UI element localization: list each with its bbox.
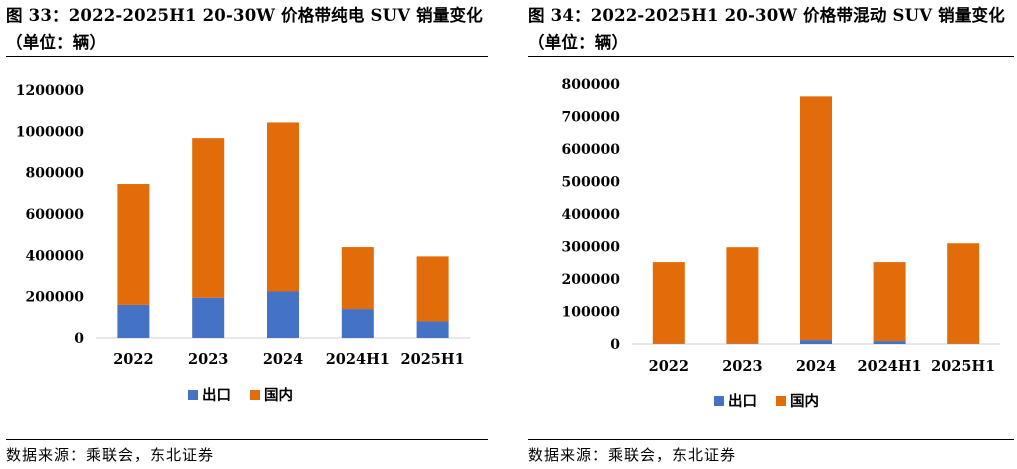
bar-domestic-2025H1 xyxy=(416,256,449,322)
chart-panel-34: 图 34：2022-2025H1 20-30W 价格带混动 SUV 销量变化（单… xyxy=(522,0,1017,469)
bar-domestic-2025H1 xyxy=(947,243,980,344)
legend-label: 国内 xyxy=(790,392,819,410)
chart-title: 图 33：2022-2025H1 20-30W 价格带纯电 SUV 销量变化（单… xyxy=(6,6,483,52)
bar-domestic-2023 xyxy=(726,247,759,344)
bar-export-2023 xyxy=(192,297,225,338)
bar-domestic-2024 xyxy=(800,96,832,341)
x-tick-label: 2022 xyxy=(649,358,689,375)
legend-swatch xyxy=(714,396,724,406)
y-tick-label: 600000 xyxy=(26,207,85,223)
legend-swatch xyxy=(250,390,260,400)
chart-panel-33: 图 33：2022-2025H1 20-30W 价格带纯电 SUV 销量变化（单… xyxy=(0,0,490,469)
y-tick-label: 700000 xyxy=(562,110,621,126)
y-tick-label: 1000000 xyxy=(16,124,84,140)
x-tick-label: 2025H1 xyxy=(931,358,995,375)
bar-export-2024H1 xyxy=(873,341,906,344)
y-tick-label: 1200000 xyxy=(16,83,84,99)
bar-chart-svg: 0 200000 400000 600000 800000 1000000 1200000 2… xyxy=(16,83,470,404)
bar-domestic-2023 xyxy=(192,138,225,298)
legend-swatch xyxy=(776,396,786,406)
x-tick-label: 2022 xyxy=(113,351,153,368)
x-tick-label: 2023 xyxy=(188,351,228,368)
source-rule xyxy=(6,439,488,440)
source-note: 数据来源：乘联会，东北证券 xyxy=(528,446,737,464)
bar-domestic-2022 xyxy=(117,184,150,305)
legend-label: 出口 xyxy=(202,386,231,404)
legend-swatch xyxy=(188,390,198,400)
y-tick-label: 200000 xyxy=(562,272,621,288)
x-tick-label: 2024 xyxy=(263,351,303,368)
y-tick-label: 400000 xyxy=(562,207,621,223)
x-tick-label: 2025H1 xyxy=(401,351,465,368)
bar-export-2024 xyxy=(267,291,299,338)
y-tick-label: 600000 xyxy=(562,142,621,158)
bar-export-2022 xyxy=(117,304,150,338)
x-tick-label: 2024 xyxy=(796,358,836,375)
y-tick-label: 0 xyxy=(74,331,84,347)
y-tick-label: 400000 xyxy=(26,248,85,264)
bar-chart-svg: 0 100000 200000 300000 400000 500000 600000 700… xyxy=(562,77,1000,410)
legend-label: 国内 xyxy=(264,386,293,404)
chart-title: 图 34：2022-2025H1 20-30W 价格带混动 SUV 销量变化（单… xyxy=(528,6,1005,52)
y-tick-label: 200000 xyxy=(26,290,85,306)
bar-export-2024 xyxy=(800,340,832,344)
title-rule xyxy=(6,56,488,57)
y-tick-label: 800000 xyxy=(562,77,621,93)
x-tick-label: 2024H1 xyxy=(858,358,922,375)
y-tick-label: 500000 xyxy=(562,175,621,191)
title-rule xyxy=(528,56,1014,57)
y-tick-label: 0 xyxy=(610,337,620,353)
x-tick-label: 2024H1 xyxy=(326,351,390,368)
bar-domestic-2024H1 xyxy=(341,247,374,310)
y-tick-label: 300000 xyxy=(562,240,621,256)
y-tick-label: 800000 xyxy=(26,166,85,182)
source-rule xyxy=(528,439,1014,440)
bar-domestic-2024H1 xyxy=(873,262,906,342)
source-note: 数据来源：乘联会，东北证券 xyxy=(6,446,215,464)
legend-label: 出口 xyxy=(728,392,757,410)
y-tick-label: 100000 xyxy=(562,305,621,321)
x-tick-label: 2023 xyxy=(722,358,762,375)
bar-export-2025H1 xyxy=(416,321,449,338)
bar-export-2024H1 xyxy=(341,309,374,338)
bar-domestic-2022 xyxy=(652,262,685,344)
bar-domestic-2024 xyxy=(267,122,299,292)
